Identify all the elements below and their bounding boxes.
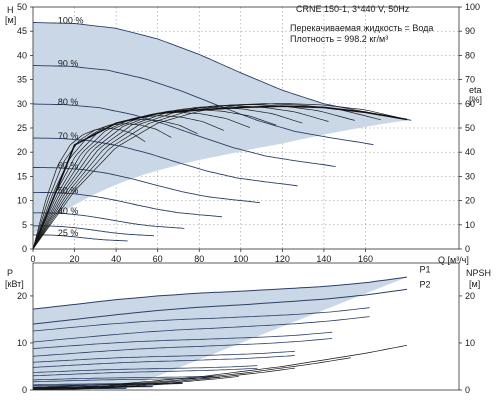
eta-tick-label: 50 (465, 123, 475, 133)
speed-label: 25 % (58, 228, 79, 238)
x-tick-label: 100 (233, 254, 248, 264)
efficiency-curve (32, 103, 355, 250)
power-tick-label: 20 (17, 291, 27, 301)
y-tick-label: 0 (22, 244, 27, 254)
flow-axis-label: Q [м³/ч] (438, 255, 469, 265)
chart-title: CRNE 150-1, 3*440 V, 50Hz (296, 4, 410, 14)
npsh-tick-label: 0 (465, 385, 470, 395)
power-curve (32, 375, 221, 381)
npsh-tick-label: 20 (465, 291, 475, 301)
speed-label: 100 % (58, 15, 84, 25)
speed-label: 40 % (58, 206, 79, 216)
power-curve (33, 382, 183, 386)
y-tick-label: 25 (17, 123, 27, 133)
efficiency-curve (32, 123, 172, 250)
head-curve (33, 167, 260, 204)
power-curve (32, 288, 408, 325)
npsh-curve (32, 367, 295, 389)
power-tick-label: 0 (22, 385, 27, 395)
y-tick-label: 35 (17, 75, 27, 85)
head-curve (32, 65, 374, 146)
x-tick-label: 0 (30, 254, 35, 264)
eta-tick-label: 30 (465, 171, 475, 181)
speed-label: 60 % (58, 160, 79, 170)
npsh-tick-label: 10 (465, 338, 475, 348)
eta-tick-label: 10 (465, 220, 475, 230)
y-tick-label: 50 (17, 2, 27, 12)
liquid-info: Перекачиваемая жидкость = Вода (290, 23, 433, 33)
head-curve (33, 225, 155, 237)
eta-axis-label: eta (469, 85, 482, 95)
power-axis-unit: [кВт] (5, 279, 24, 289)
x-tick-label: 80 (194, 254, 204, 264)
x-tick-label: 160 (358, 254, 373, 264)
y-tick-label: 15 (17, 171, 27, 181)
eta-tick-label: 100 (465, 2, 480, 12)
npsh-curve (33, 376, 239, 390)
head-axis-label: H (7, 5, 14, 15)
eta-tick-label: 90 (465, 26, 475, 36)
series-label: P1 (420, 264, 431, 274)
x-tick-label: 140 (316, 254, 331, 264)
x-tick-label: 20 (70, 254, 80, 264)
power-curve (32, 377, 221, 383)
head-curve (33, 191, 223, 218)
efficiency-curve (32, 127, 146, 250)
series-label: P2 (420, 279, 431, 289)
head-axis-unit: [м] (5, 15, 16, 25)
eta-tick-label: 20 (465, 196, 475, 206)
power-tick-label: 10 (17, 338, 27, 348)
x-tick-label: 40 (111, 254, 121, 264)
power-panel: P1 P2 0 10 20 0 10 20 (17, 262, 475, 395)
head-curve (32, 22, 412, 121)
speed-label: 70 % (58, 131, 79, 141)
eta-axis-unit: [%] (469, 95, 482, 105)
power-curve (32, 316, 370, 343)
power-plot-frame (32, 262, 460, 391)
speed-label: 50 % (58, 185, 79, 195)
head-panel: 100 % 90 % 80 % 70 % 60 % 50 % 40 % 25 % 0 20 40 60… (17, 2, 480, 264)
power-curve (32, 331, 333, 349)
npsh-curve (32, 344, 408, 388)
eta-tick-label: 0 (465, 244, 470, 254)
npsh-axis-label: NPSH (466, 268, 491, 278)
power-curve (32, 276, 408, 310)
npsh-axis-unit: [м] (469, 279, 480, 289)
npsh-curve (32, 357, 351, 389)
y-tick-label: 40 (17, 50, 27, 60)
eta-tick-label: 60 (465, 99, 475, 109)
speed-label: 90 % (58, 59, 79, 69)
y-tick-label: 45 (17, 26, 27, 36)
x-tick-label: 60 (153, 254, 163, 264)
power-curve (32, 350, 295, 363)
power-curve (32, 355, 295, 368)
x-tick-label: 120 (275, 254, 290, 264)
y-tick-label: 20 (17, 147, 27, 157)
power-curve (32, 338, 333, 357)
power-curve (32, 307, 370, 332)
head-curve (32, 103, 336, 168)
y-tick-label: 30 (17, 99, 27, 109)
speed-label: 80 % (58, 97, 79, 107)
efficiency-envelope (32, 105, 408, 250)
eta-tick-label: 40 (465, 147, 475, 157)
operating-region (33, 22, 412, 235)
eta-tick-label: 80 (465, 50, 475, 60)
y-tick-label: 10 (17, 196, 27, 206)
power-curve (32, 365, 258, 373)
head-curve (33, 234, 128, 242)
density-info: Плотность = 998.2 кг/м³ (290, 34, 388, 44)
eta-tick-label: 70 (465, 75, 475, 85)
power-curve (32, 367, 258, 377)
power-region (33, 277, 407, 389)
power-axis-label: P (7, 268, 13, 278)
y-tick-label: 5 (22, 220, 27, 230)
